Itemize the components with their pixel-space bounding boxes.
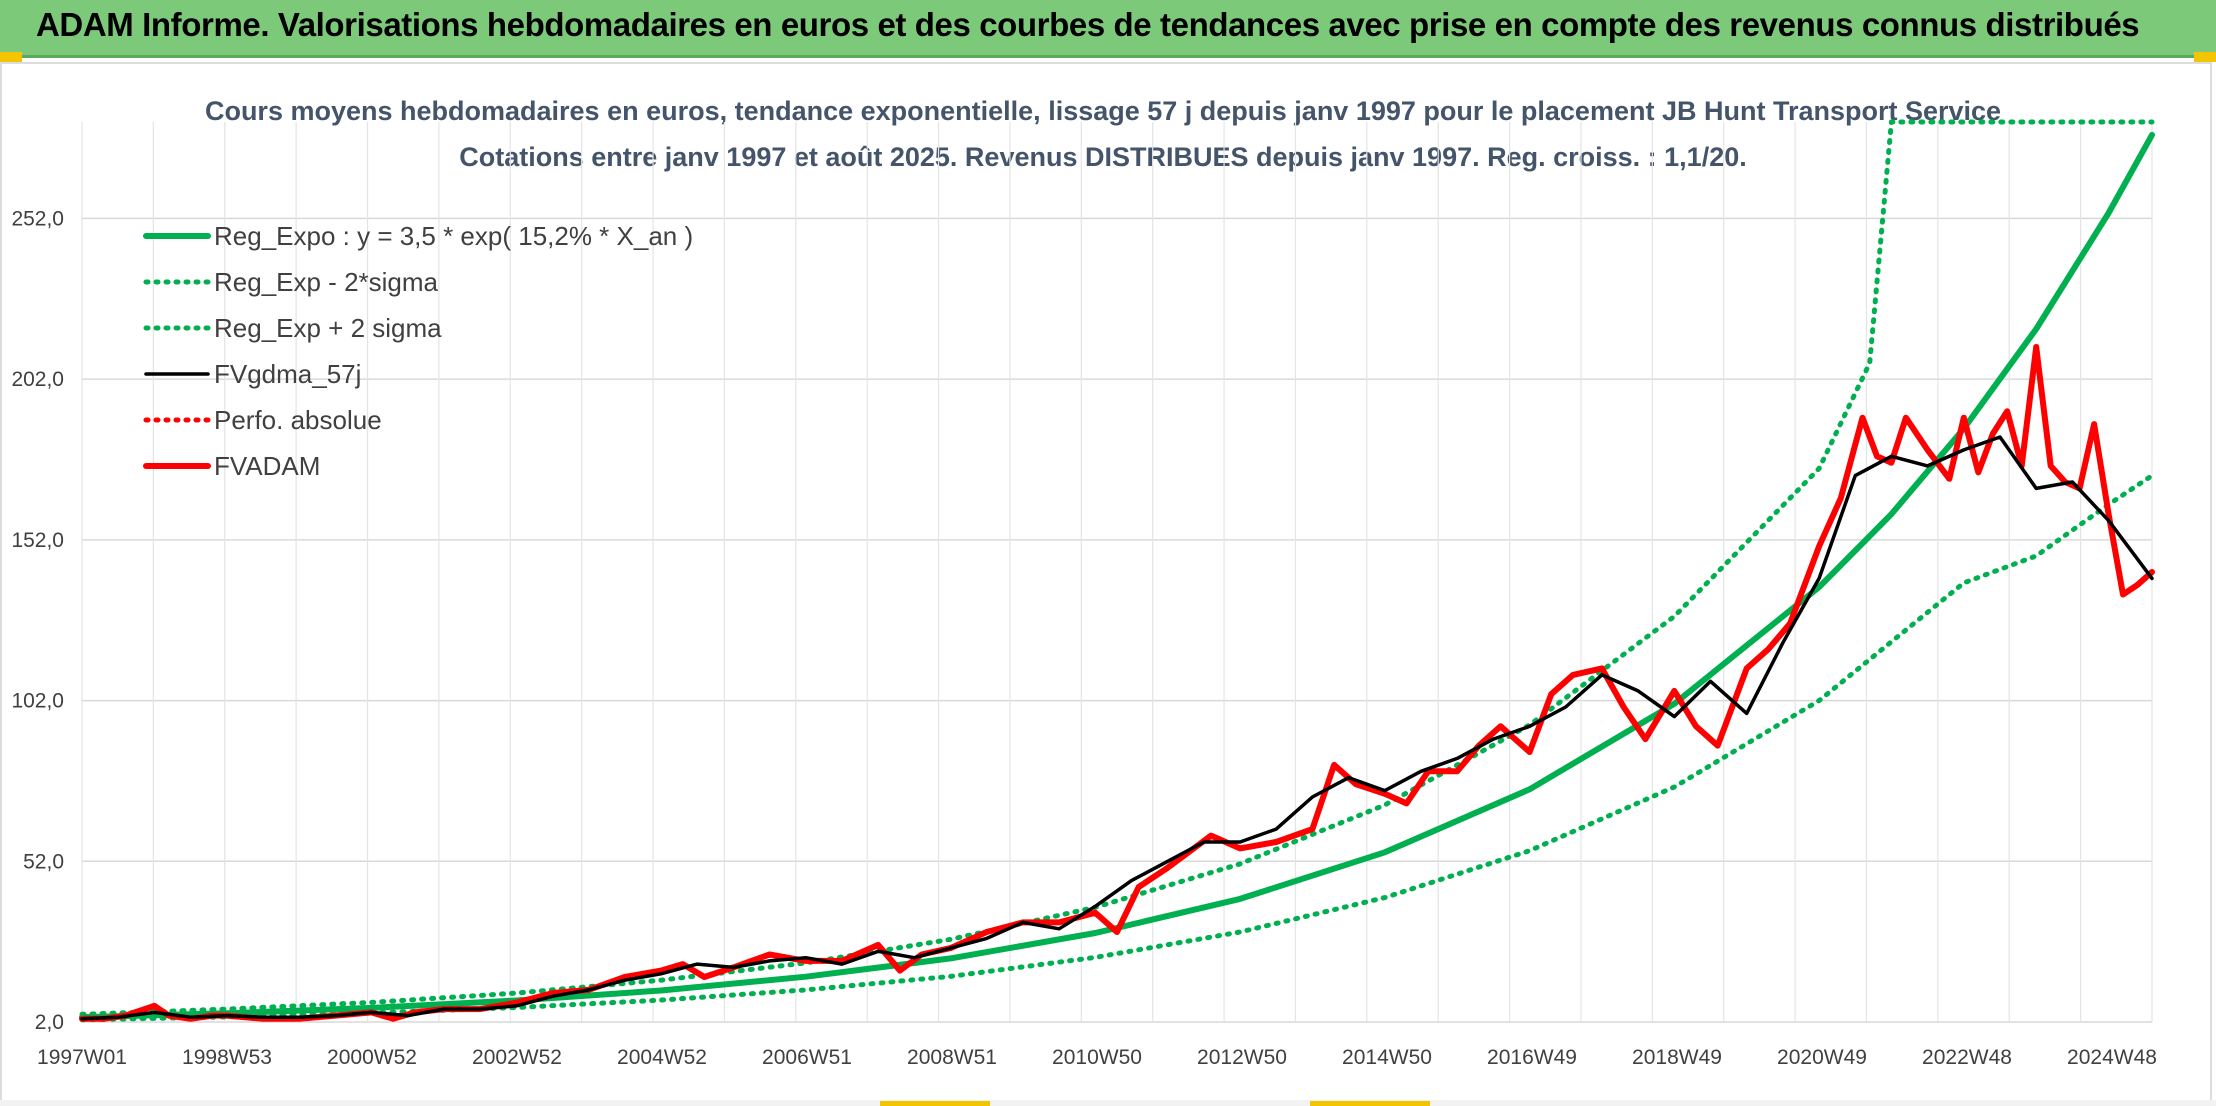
header-band: ADAM Informe. Valorisations hebdomadaire…: [0, 0, 2216, 58]
x-tick-label: 2004W52: [617, 1046, 707, 1069]
y-tick-label: 252,0: [11, 207, 64, 230]
y-tick-label: 52,0: [23, 850, 64, 873]
series-line-2: [79, 119, 2155, 1017]
x-tick-label: 2020W49: [1777, 1046, 1867, 1069]
x-tick-label: 2010W50: [1052, 1046, 1142, 1069]
legend-entry: FVgdma_57j: [214, 359, 361, 389]
y-tick-label: 152,0: [11, 529, 64, 552]
legend-entry: Reg_Exp - 2*sigma: [214, 267, 439, 297]
x-tick-label: 2014W50: [1342, 1046, 1432, 1069]
legend-entry: Reg_Expo : y = 3,5 * exp( 15,2% * X_an ): [214, 221, 693, 251]
series-line-3: [80, 435, 2154, 1021]
axis-labels: 2,0 52,0 102,0 152,0 202,0 252,0 1997W01 1998W5…: [11, 207, 2157, 1069]
series-line-1: [79, 473, 2155, 1023]
bottom-accent-mark: [1310, 1101, 1430, 1106]
x-tick-label: 1997W01: [37, 1046, 127, 1069]
x-tick-label: 2012W50: [1197, 1046, 1287, 1069]
header-corner-left-mark: [0, 52, 22, 62]
x-tick-label: 1998W53: [182, 1046, 272, 1069]
legend-entry: Reg_Exp + 2 sigma: [214, 313, 442, 343]
x-tick-label: 2024W48: [2067, 1046, 2157, 1069]
x-tick-label: 2016W49: [1487, 1046, 1577, 1069]
series-group: [79, 119, 2155, 1023]
y-tick-label: 2,0: [35, 1011, 64, 1034]
chart-title: Cours moyens hebdomadaires en euros, ten…: [205, 96, 2001, 126]
x-tick-label: 2018W49: [1632, 1046, 1722, 1069]
bottom-accent-mark: [880, 1101, 990, 1106]
header-corner-right-mark: [2194, 52, 2216, 62]
legend-entry: Perfo. absolue: [214, 405, 382, 435]
chart-subtitle: Cotations entre janv 1997 et août 2025. …: [459, 142, 1746, 172]
y-tick-label: 202,0: [11, 368, 64, 391]
page-title: ADAM Informe. Valorisations hebdomadaire…: [36, 6, 2140, 43]
x-tick-label: 2000W52: [327, 1046, 417, 1069]
x-tick-label: 2002W52: [472, 1046, 562, 1069]
y-tick-label: 102,0: [11, 690, 64, 713]
legend-entry: FVADAM: [214, 451, 320, 481]
x-tick-label: 2022W48: [1922, 1046, 2012, 1069]
series-line-0: [79, 131, 2155, 1021]
x-tick-label: 2008W51: [907, 1046, 997, 1069]
legend: Reg_Expo : y = 3,5 * exp( 15,2% * X_an )…: [143, 221, 693, 481]
bottom-strip: [0, 1100, 2216, 1106]
grid: [81, 122, 2153, 1023]
x-tick-label: 2006W51: [762, 1046, 852, 1069]
